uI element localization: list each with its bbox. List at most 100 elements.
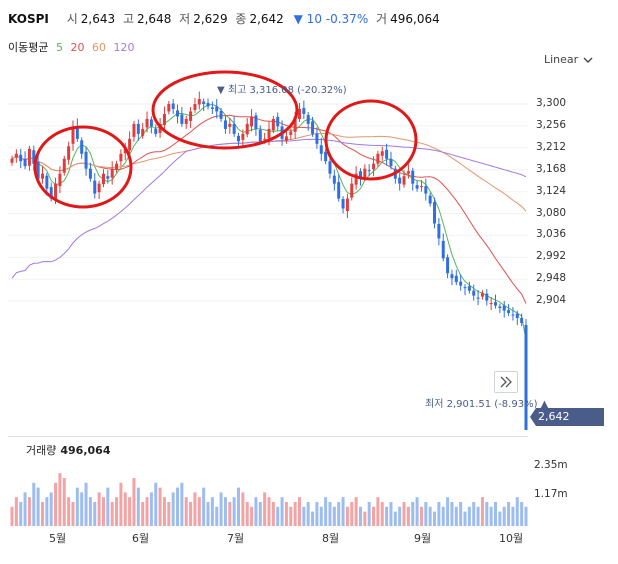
candle-body xyxy=(241,133,245,140)
candle-body xyxy=(106,176,110,179)
volume-bar xyxy=(406,506,410,526)
volume-bar xyxy=(502,506,506,526)
volume-bar xyxy=(315,502,319,526)
candle-body xyxy=(441,240,445,259)
volume-bar xyxy=(385,506,389,526)
moving-average-label: 이동평균 xyxy=(8,41,49,54)
candle-body xyxy=(446,257,450,274)
candle-body xyxy=(284,136,288,141)
volume-bar xyxy=(75,487,79,526)
candle-body xyxy=(84,151,88,169)
volume-bar xyxy=(176,487,180,526)
candle-body xyxy=(75,125,79,139)
volume-bar xyxy=(254,497,258,526)
volume-bar xyxy=(62,478,66,526)
candle-body xyxy=(350,183,354,198)
volume-bar xyxy=(180,482,184,526)
month-tick: 10월 xyxy=(499,532,524,545)
price-tick: 3,212 xyxy=(536,140,567,153)
candle-body xyxy=(193,104,197,110)
price-tick: 3,256 xyxy=(536,118,567,131)
volume-bar xyxy=(332,506,336,526)
volume-bar xyxy=(193,492,197,526)
volume-bar xyxy=(437,502,441,526)
candle-body xyxy=(23,158,27,167)
candle-body xyxy=(19,154,23,162)
volume-bar xyxy=(136,487,140,526)
volume-bar xyxy=(184,497,188,526)
volume-bar xyxy=(419,506,423,526)
candle-body xyxy=(389,159,393,167)
volume-bar xyxy=(280,497,284,526)
candle-body xyxy=(189,111,193,121)
candle-body xyxy=(97,183,101,193)
volume-bar xyxy=(494,502,498,526)
open-label: 시 xyxy=(66,12,78,26)
volume-bar xyxy=(36,487,40,526)
scale-mode-select[interactable]: Linear xyxy=(544,53,579,66)
candle-body xyxy=(101,173,105,185)
volume-bar xyxy=(284,502,288,526)
volume-bar xyxy=(110,502,114,526)
volume-bar xyxy=(467,506,471,526)
volume-bar xyxy=(450,502,454,526)
month-tick: 5월 xyxy=(49,532,67,545)
candle-body xyxy=(36,161,40,179)
moving-average-legend[interactable]: 이동평균 5 20 60 120 xyxy=(8,39,138,55)
candle-body xyxy=(489,303,493,305)
volume-value: 496,064 xyxy=(390,12,440,26)
candle-body xyxy=(476,297,480,299)
volume-bar xyxy=(141,502,145,526)
volume-bar xyxy=(415,497,419,526)
price-chart[interactable] xyxy=(0,70,618,430)
open-value: 2,643 xyxy=(80,12,116,26)
candle-body xyxy=(219,110,223,119)
candle-body xyxy=(419,186,423,188)
candle-body xyxy=(119,153,123,162)
high-annotation: ▼ 최고 3,316.08 (-20.32%) xyxy=(217,85,347,96)
candle-body xyxy=(372,163,376,170)
highlight-circle xyxy=(33,125,133,209)
price-tick: 3,300 xyxy=(536,97,567,109)
volume-bar xyxy=(101,497,105,526)
volume-bar xyxy=(358,506,362,526)
volume-axis-low: 1.17m xyxy=(534,488,568,500)
volume-bar xyxy=(19,502,23,526)
price-tick: 3,168 xyxy=(536,162,567,175)
candle-body xyxy=(332,175,336,184)
candle-body xyxy=(472,290,476,296)
candle-body xyxy=(406,171,410,174)
volume-panel-label: 거래량 xyxy=(26,444,57,457)
volume-chart xyxy=(10,473,528,526)
volume-bar xyxy=(424,502,428,526)
chevron-down-icon[interactable] xyxy=(582,54,594,66)
ma-60: 60 xyxy=(91,41,106,54)
volume-bar xyxy=(210,497,214,526)
candle-body xyxy=(507,310,511,314)
volume-bar xyxy=(84,482,88,526)
volume-bar xyxy=(463,511,467,526)
quote-header: KOSPI 시 2,643 고 2,648 저 2,629 종 2,642 ▼ 10 -… xyxy=(8,10,440,27)
volume-bar xyxy=(80,492,84,526)
candle-body xyxy=(136,123,140,134)
double-chevron-right-icon xyxy=(500,376,512,388)
candle-body xyxy=(520,318,524,323)
candle-body xyxy=(428,195,432,204)
candle-body xyxy=(311,121,315,134)
highlight-circles xyxy=(33,70,418,209)
volume-bar xyxy=(71,502,75,526)
volume-bar xyxy=(367,502,371,526)
candle-body xyxy=(258,129,262,142)
volume-bar xyxy=(276,506,280,526)
volume-bar xyxy=(428,506,432,526)
candle-body xyxy=(494,302,498,306)
volume-bar xyxy=(54,482,58,526)
volume-bar xyxy=(10,506,14,526)
volume-bar xyxy=(337,502,341,526)
expand-button[interactable] xyxy=(494,371,518,393)
candle-body xyxy=(380,151,384,156)
volume-bar xyxy=(241,492,245,526)
volume-bar xyxy=(485,502,489,526)
volume-bar xyxy=(167,502,171,526)
volume-bar xyxy=(215,506,219,526)
